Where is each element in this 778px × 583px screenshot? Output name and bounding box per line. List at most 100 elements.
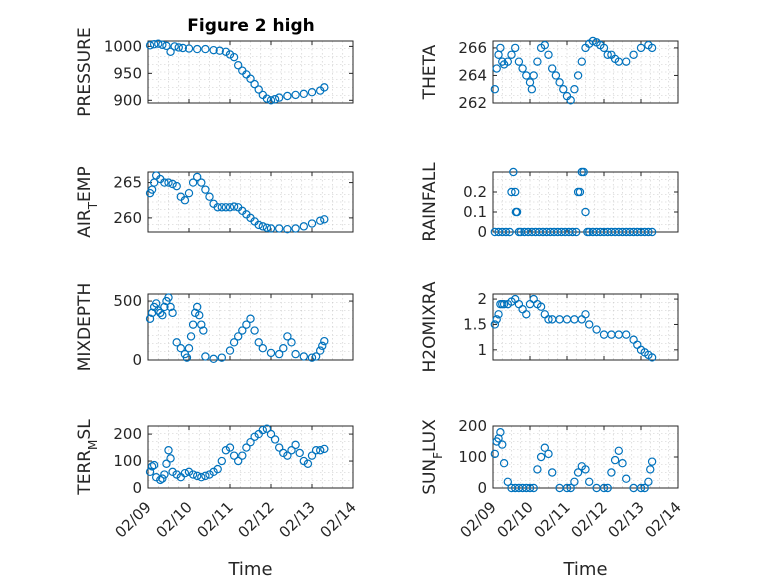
data-point [573, 71, 583, 80]
data-point [581, 207, 590, 217]
y-axis-label: AIRTEMP [75, 166, 100, 237]
data-point [172, 338, 181, 347]
data-point [614, 330, 624, 339]
data-point [307, 219, 317, 228]
data-point [197, 178, 206, 187]
data-point [287, 446, 296, 455]
data-point [145, 467, 155, 477]
data-point [307, 88, 317, 97]
data-point [529, 294, 538, 304]
subplot-air-temp: 260 265 AIRTEMP [75, 166, 354, 238]
data-point [307, 353, 317, 362]
subplot-sun-flux: 0 100 200 SUNFLUX 02/0902/1002/1102/1202/130… [420, 417, 685, 580]
y-tick-label: 265 [113, 174, 142, 192]
data-point [145, 41, 155, 50]
y-tick-label: 1000 [104, 37, 142, 55]
data-point [622, 57, 631, 66]
data-point [254, 85, 263, 94]
data-point [291, 224, 300, 233]
data-point [566, 96, 575, 105]
data-point [270, 435, 280, 444]
data-point [509, 167, 518, 177]
data-point [225, 346, 235, 355]
y-tick-label: 100 [113, 452, 142, 470]
data-point [566, 483, 575, 493]
data-point [174, 43, 183, 52]
data-point [536, 452, 546, 462]
data-point [525, 483, 535, 493]
data-point [178, 43, 188, 53]
data-point [205, 192, 214, 201]
data-point [320, 336, 329, 346]
data-point [266, 224, 276, 233]
data-point [192, 302, 202, 312]
y-axis-label: PRESSURE [75, 27, 95, 116]
data-point [275, 349, 284, 359]
data-point [570, 315, 579, 324]
data-point [160, 470, 169, 479]
y-tick-label: 500 [113, 292, 142, 310]
data-point [262, 94, 272, 103]
axes-box [147, 293, 354, 361]
data-point [283, 224, 292, 234]
data-point [176, 344, 185, 353]
data-point [164, 178, 173, 187]
data-point [588, 36, 598, 46]
data-point [622, 330, 631, 339]
y-tick-label: 262 [458, 94, 487, 112]
data-point [299, 222, 308, 231]
data-point [490, 449, 500, 459]
data-point [217, 203, 226, 212]
data-point [213, 203, 222, 212]
data-point [154, 39, 163, 48]
data-point [303, 459, 313, 468]
data-point [548, 468, 557, 477]
data-point [518, 305, 527, 314]
y-tick-label: 264 [458, 66, 487, 84]
data-point [275, 93, 284, 102]
data-point [299, 352, 308, 361]
data-point [633, 340, 642, 349]
data-point [266, 348, 276, 358]
data-point [145, 314, 155, 323]
data-point [164, 446, 173, 455]
x-tick-label: 02/10 [153, 498, 196, 541]
data-point [229, 202, 239, 211]
data-point [499, 459, 509, 468]
data-point [195, 311, 204, 320]
data-point [514, 299, 524, 309]
data-point [184, 44, 194, 53]
data-point [287, 338, 296, 347]
data-point [607, 330, 616, 339]
data-point [246, 314, 255, 323]
data-point [579, 167, 588, 177]
data-point [316, 346, 325, 355]
data-point [573, 468, 583, 477]
data-point [505, 227, 514, 237]
data-point [490, 320, 500, 329]
data-point [217, 456, 226, 466]
data-point [503, 477, 512, 486]
data-point [536, 302, 546, 311]
data-point [233, 332, 243, 341]
data-point [158, 40, 167, 49]
x-tick-label: 02/11 [531, 498, 574, 541]
data-point [585, 477, 594, 486]
x-axis-label: Time [227, 559, 272, 580]
y-tick-label: 1.5 [463, 315, 487, 333]
data-point [603, 483, 612, 493]
data-point [188, 470, 198, 479]
data-point [242, 443, 251, 452]
data-point [238, 326, 247, 335]
data-point [215, 46, 224, 55]
data-point [581, 310, 590, 319]
axes-box [492, 40, 679, 104]
data-point [646, 465, 655, 474]
data-point [229, 451, 239, 460]
data-point [511, 187, 520, 197]
data-point [158, 311, 167, 320]
data-point [242, 320, 251, 329]
data-point [166, 47, 175, 56]
y-tick-label: 0 [132, 351, 142, 369]
